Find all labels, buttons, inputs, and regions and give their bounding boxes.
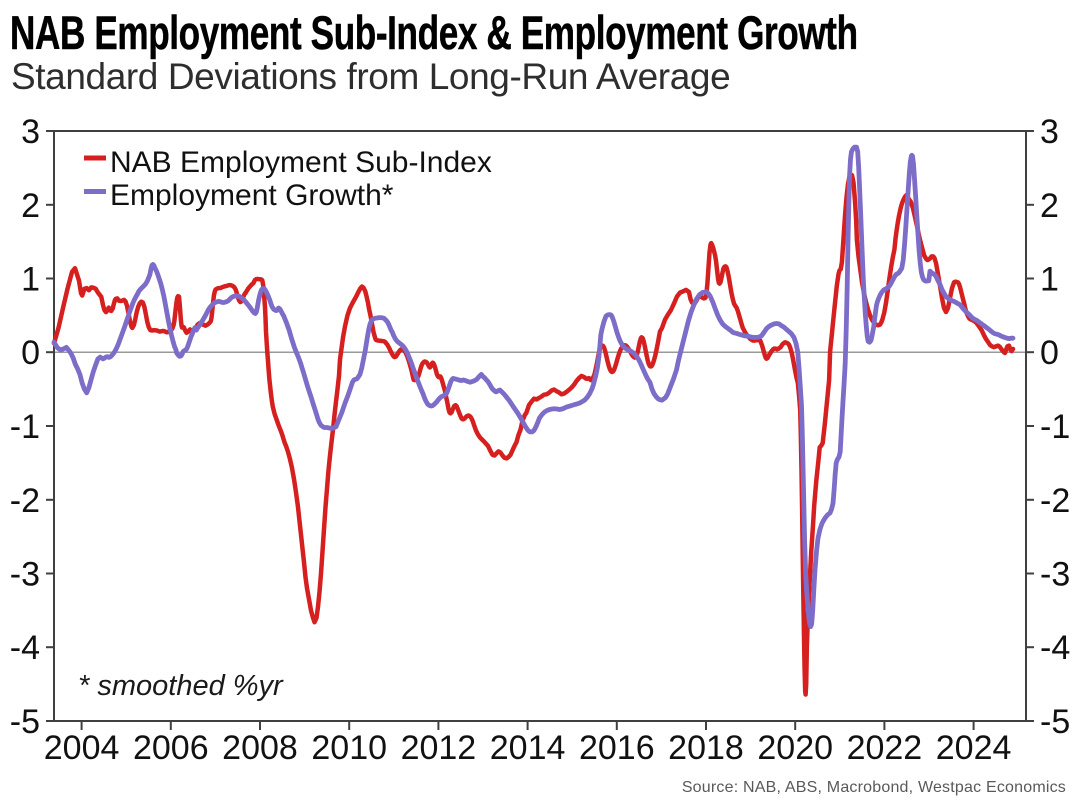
svg-text:-5: -5: [1040, 703, 1070, 741]
svg-text:2016: 2016: [579, 729, 655, 767]
svg-text:* smoothed %yr: * smoothed %yr: [78, 670, 284, 702]
svg-text:2004: 2004: [44, 729, 120, 767]
svg-text:2018: 2018: [668, 729, 744, 767]
svg-text:0: 0: [1040, 334, 1059, 372]
svg-text:2: 2: [21, 187, 40, 225]
svg-text:-2: -2: [10, 482, 40, 520]
svg-text:Employment Growth*: Employment Growth*: [110, 179, 394, 212]
svg-text:-2: -2: [1040, 482, 1070, 520]
svg-text:3: 3: [21, 113, 40, 151]
svg-text:1: 1: [21, 261, 40, 299]
svg-text:-3: -3: [10, 556, 40, 594]
svg-text:-1: -1: [1040, 408, 1070, 446]
svg-text:-4: -4: [1040, 629, 1070, 667]
svg-text:2022: 2022: [847, 729, 923, 767]
svg-text:2012: 2012: [401, 729, 477, 767]
svg-text:1: 1: [1040, 261, 1059, 299]
svg-text:-5: -5: [10, 703, 40, 741]
svg-text:2010: 2010: [311, 729, 387, 767]
svg-text:2020: 2020: [757, 729, 833, 767]
svg-text:-1: -1: [10, 408, 40, 446]
svg-text:NAB Employment Sub-Index: NAB Employment Sub-Index: [110, 146, 492, 179]
svg-text:2014: 2014: [490, 729, 566, 767]
svg-text:2: 2: [1040, 187, 1059, 225]
svg-text:0: 0: [21, 334, 40, 372]
svg-text:2024: 2024: [936, 729, 1012, 767]
svg-text:-3: -3: [1040, 556, 1070, 594]
svg-text:3: 3: [1040, 113, 1059, 151]
svg-text:2006: 2006: [133, 729, 209, 767]
svg-text:Source: NAB, ABS, Macrobond, W: Source: NAB, ABS, Macrobond, Westpac Eco…: [682, 779, 1066, 796]
svg-text:2008: 2008: [222, 729, 298, 767]
svg-text:-4: -4: [10, 629, 40, 667]
